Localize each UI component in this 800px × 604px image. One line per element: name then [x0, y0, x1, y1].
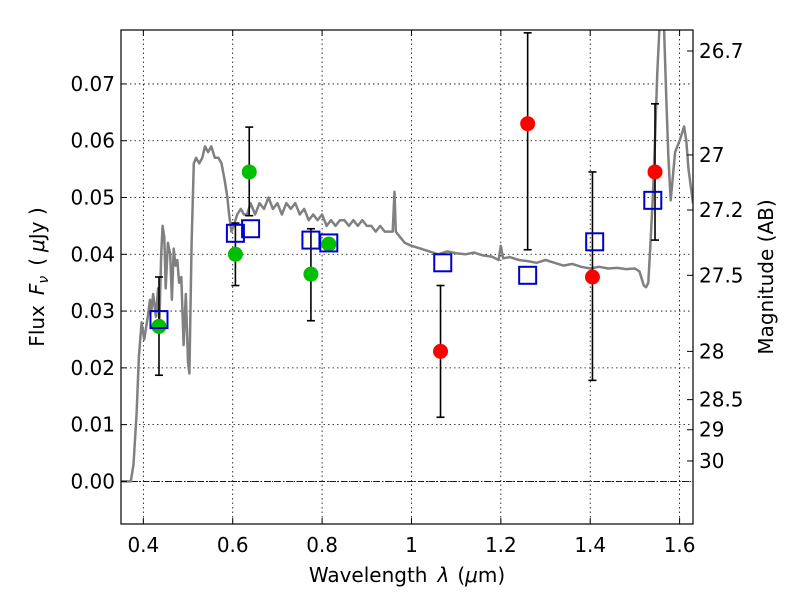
data-point	[303, 266, 319, 282]
data-point	[647, 164, 663, 180]
plot-frame	[120, 29, 694, 525]
data-point	[433, 343, 449, 359]
y2-axis-label: Magnitude (AB)	[754, 199, 778, 354]
x-label-symbol: λ	[436, 563, 449, 587]
sed-model-line	[121, 30, 693, 483]
x-label-mu: μ	[464, 563, 478, 587]
axis-ticks: 0.4 0.6 0.8 1 1.2 1.4 1.6 0.00 0.01 0.02 0.03 0.04 0…	[70, 30, 744, 557]
plot-area	[121, 30, 693, 483]
grid-lines	[121, 30, 693, 524]
y-axis-label: Flux Fν ( μJy )	[25, 207, 52, 346]
model-point	[149, 310, 169, 330]
x-axis-label: Wavelength λ (μm)	[309, 563, 505, 587]
x-label-unit: m)	[478, 563, 505, 587]
x-tick-label: 0.8	[306, 533, 338, 557]
y2-tick-label: 28.5	[699, 388, 744, 412]
y-tick-label: 0.00	[70, 469, 115, 493]
model-point	[319, 233, 339, 253]
x-label-paren: (	[457, 563, 465, 587]
y2-tick-label: 29	[699, 418, 724, 442]
y-tick-label: 0.04	[70, 242, 115, 266]
data-point	[241, 164, 257, 180]
y-tick-label: 0.06	[70, 129, 115, 153]
x-label-word: Wavelength	[309, 563, 428, 587]
y-tick-label: 0.02	[70, 356, 115, 380]
y-tick-label: 0.03	[70, 299, 115, 323]
x-tick-label: 0.6	[217, 533, 249, 557]
data-point	[584, 269, 600, 285]
y-label-word: Flux	[25, 305, 49, 347]
x-tick-label: 1	[405, 533, 418, 557]
y-tick-label: 0.01	[70, 413, 115, 437]
y-label-paren: (	[25, 258, 49, 266]
y-tick-label: 0.07	[70, 72, 115, 96]
x-tick-label: 0.4	[127, 533, 159, 557]
x-tick-label: 1.2	[485, 533, 517, 557]
model-point	[585, 232, 605, 252]
y-label-unit: Jy )	[25, 207, 49, 241]
y-label-symbol: F	[25, 283, 49, 295]
y-label-subscript: ν	[36, 276, 52, 284]
y2-tick-label: 27.5	[699, 263, 744, 287]
y2-tick-label: 27	[699, 143, 724, 167]
model-point	[225, 223, 245, 243]
data-point	[520, 116, 536, 132]
model-point	[518, 265, 538, 285]
model-point	[643, 190, 663, 210]
y2-tick-label: 28	[699, 339, 724, 363]
y-label-mu: μ	[25, 239, 49, 253]
model-point	[241, 219, 261, 239]
x-tick-label: 1.4	[574, 533, 606, 557]
data-point	[321, 236, 337, 252]
data-point	[227, 246, 243, 262]
x-tick-label: 1.6	[664, 533, 696, 557]
y2-tick-label: 27.2	[699, 198, 744, 222]
y2-tick-label: 30	[699, 449, 724, 473]
y2-tick-label: 26.7	[699, 39, 744, 63]
y-tick-label: 0.05	[70, 186, 115, 210]
data-point	[151, 318, 167, 334]
model-point	[433, 253, 453, 273]
